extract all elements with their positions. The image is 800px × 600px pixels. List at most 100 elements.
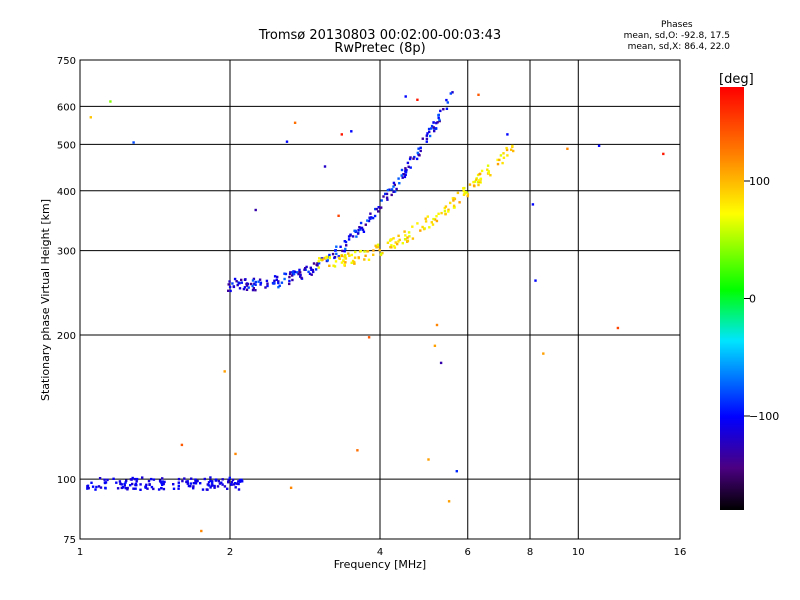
data-point: [247, 286, 250, 289]
data-point: [392, 244, 396, 248]
data-point: [187, 484, 191, 488]
data-point: [227, 289, 230, 292]
x-tick-label: 1: [77, 547, 83, 558]
data-point: [123, 484, 126, 487]
data-point: [476, 173, 480, 177]
data-point: [486, 168, 489, 171]
data-point: [325, 255, 328, 258]
data-point: [328, 264, 331, 267]
data-point: [109, 100, 112, 103]
data-point: [288, 275, 291, 279]
data-point: [344, 254, 347, 257]
data-point: [209, 476, 212, 479]
data-point: [475, 177, 478, 180]
data-point: [433, 129, 436, 133]
data-point: [97, 485, 101, 488]
data-point: [372, 249, 375, 252]
data-point: [227, 481, 230, 484]
data-point: [354, 250, 357, 254]
data-point: [426, 132, 429, 135]
data-point: [462, 187, 465, 190]
data-point: [353, 261, 356, 264]
data-point: [213, 485, 216, 488]
data-point: [276, 275, 279, 279]
y-tick-label: 750: [57, 56, 76, 67]
data-point: [259, 283, 262, 286]
data-point: [425, 140, 428, 143]
data-point: [180, 443, 184, 447]
y-tick-label: 200: [57, 331, 76, 342]
data-point: [125, 479, 128, 482]
y-tick-label: 400: [57, 187, 76, 198]
data-point: [177, 487, 180, 490]
data-point: [288, 279, 291, 283]
data-point: [398, 182, 401, 185]
data-point: [299, 275, 302, 278]
data-point: [183, 477, 186, 480]
data-point: [477, 93, 480, 96]
data-point: [185, 480, 188, 484]
data-point: [341, 254, 344, 258]
data-point: [160, 486, 163, 490]
data-point: [430, 124, 434, 128]
data-point: [401, 242, 404, 245]
data-point: [227, 478, 230, 482]
data-point: [291, 271, 294, 274]
data-point: [258, 278, 262, 281]
data-point: [312, 270, 315, 274]
data-point: [385, 192, 389, 196]
data-point: [309, 266, 312, 269]
data-point: [277, 281, 280, 285]
data-point: [132, 487, 135, 490]
data-point: [157, 488, 161, 491]
data-point: [421, 137, 424, 140]
data-point: [119, 482, 122, 485]
data-point: [375, 207, 378, 211]
y-axis-label: Stationary phase Virtual Height [km]: [39, 199, 52, 401]
data-point: [349, 234, 352, 237]
data-point: [145, 483, 148, 486]
data-point: [510, 148, 513, 151]
data-point: [369, 217, 372, 220]
data-point: [345, 244, 348, 247]
data-point: [418, 154, 421, 157]
data-point: [442, 108, 445, 111]
data-point: [370, 216, 373, 219]
data-point: [499, 154, 503, 157]
data-point: [323, 165, 327, 168]
data-point: [424, 220, 428, 223]
data-point: [398, 238, 401, 242]
chart-subtitle: RwPretec (8p): [334, 41, 426, 56]
data-point: [427, 127, 431, 131]
data-point: [226, 487, 229, 490]
phase-summary-title: Phases: [661, 20, 693, 30]
data-point: [259, 281, 263, 284]
data-point: [95, 485, 98, 489]
data-point: [434, 127, 438, 130]
data-point: [425, 134, 428, 137]
data-point: [534, 279, 537, 282]
data-point: [359, 228, 362, 231]
data-point: [362, 230, 366, 233]
data-point: [451, 197, 455, 200]
data-point: [480, 169, 484, 173]
data-point: [378, 206, 382, 210]
data-point: [144, 485, 148, 489]
data-point: [380, 206, 383, 209]
data-point: [238, 478, 242, 482]
data-point: [455, 470, 458, 473]
data-point: [388, 188, 391, 191]
data-point: [343, 263, 346, 266]
y-tick-label: 300: [57, 247, 76, 258]
data-point: [496, 162, 500, 166]
data-point: [506, 133, 509, 136]
data-point: [94, 488, 97, 491]
data-point: [464, 190, 467, 194]
data-point: [353, 262, 356, 265]
data-point: [314, 268, 318, 271]
data-point: [150, 477, 153, 481]
data-point: [395, 187, 398, 191]
data-point: [129, 484, 132, 487]
data-point: [377, 206, 380, 209]
data-point: [339, 245, 342, 248]
